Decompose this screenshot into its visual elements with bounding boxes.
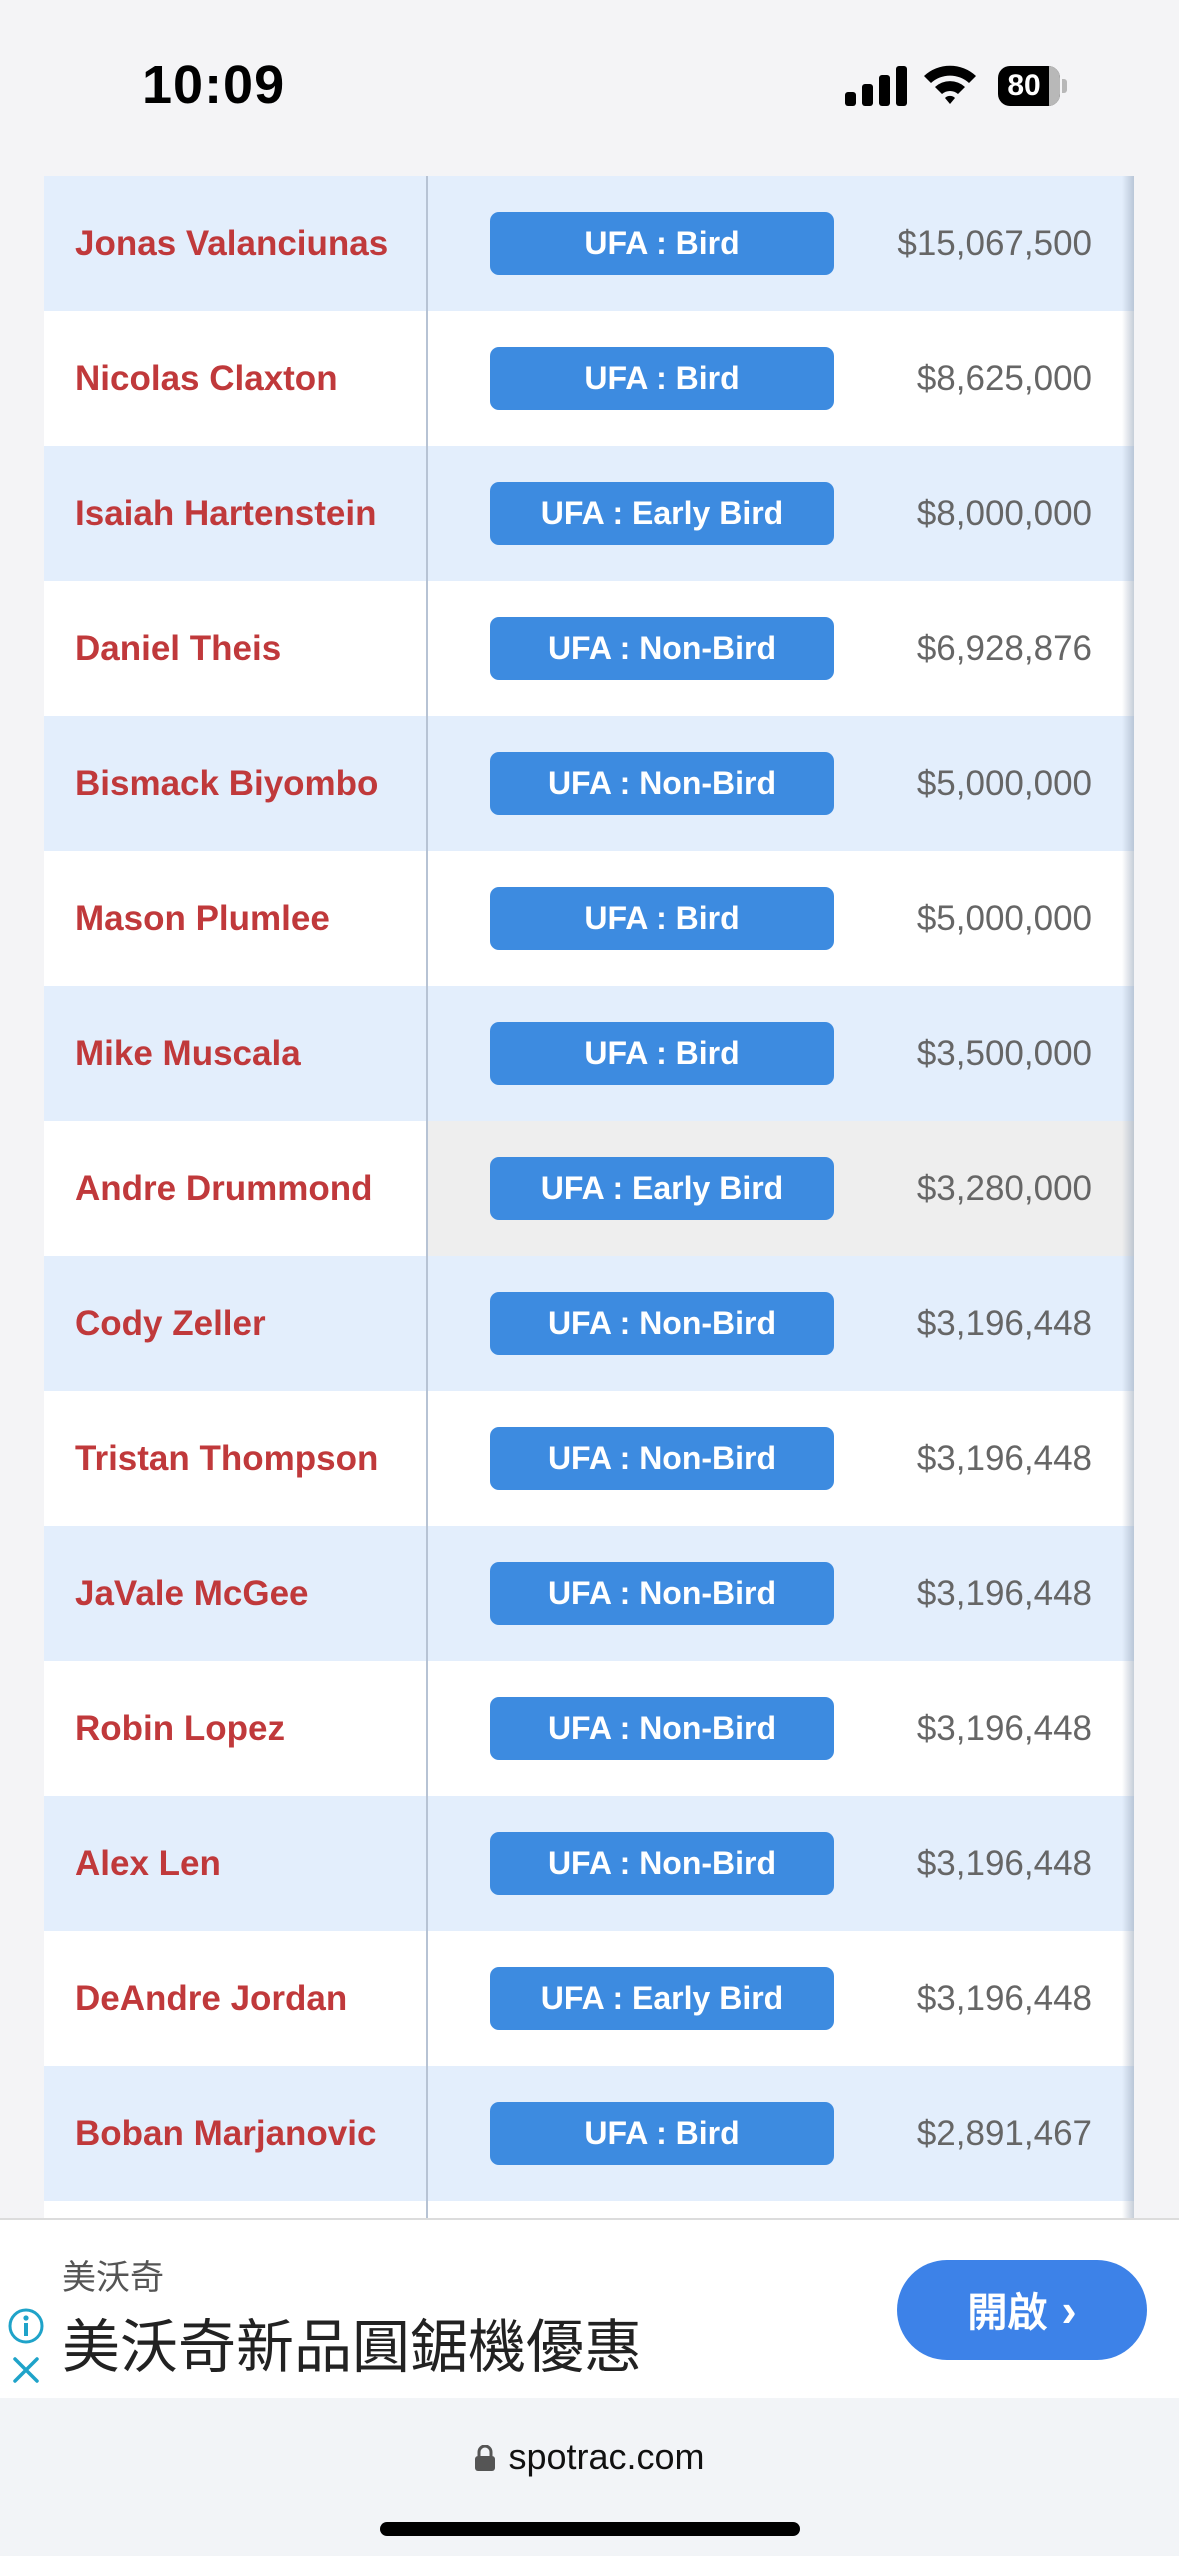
ad-close-icon[interactable] bbox=[6, 2350, 46, 2390]
player-name-link[interactable]: Mason Plumlee bbox=[75, 899, 330, 938]
ad-headline[interactable]: 美沃奇新品圓鋸機優惠 bbox=[62, 2315, 643, 2380]
url-text: spotrac.com bbox=[508, 2436, 705, 2477]
free-agent-status-badge: UFA : Non-Bird bbox=[490, 752, 834, 815]
player-name-link[interactable]: Mike Muscala bbox=[75, 1034, 301, 1073]
table-row[interactable]: Mason Plumlee UFA : Bird $5,000,000 bbox=[44, 851, 1134, 986]
table-row[interactable]: Andre Drummond UFA : Early Bird $3,280,000 bbox=[44, 1121, 1134, 1256]
ad-info-icon[interactable] bbox=[6, 2306, 46, 2346]
table-row[interactable]: Jonas Valanciunas UFA : Bird $15,067,500 bbox=[44, 176, 1134, 311]
table-row[interactable]: Bismack Biyombo UFA : Non-Bird $5,000,000 bbox=[44, 716, 1134, 851]
free-agent-status-badge: UFA : Non-Bird bbox=[490, 1697, 834, 1760]
home-indicator[interactable] bbox=[380, 2522, 800, 2536]
free-agent-status-badge: UFA : Non-Bird bbox=[490, 1832, 834, 1895]
salary-amount: $5,000,000 bbox=[916, 899, 1092, 938]
horizontal-scroll-shadow bbox=[1122, 176, 1134, 2226]
address-bar[interactable]: spotrac.com bbox=[0, 2436, 1179, 2478]
salary-amount: $3,280,000 bbox=[916, 1169, 1092, 1208]
table-row[interactable]: Daniel Theis UFA : Non-Bird $6,928,876 bbox=[44, 581, 1134, 716]
player-name-link[interactable]: Alex Len bbox=[75, 1844, 221, 1883]
player-name-link[interactable]: Boban Marjanovic bbox=[75, 2114, 377, 2153]
free-agent-status-badge: UFA : Non-Bird bbox=[490, 617, 834, 680]
player-name-link[interactable]: Tristan Thompson bbox=[75, 1439, 379, 1478]
battery-level: 80 bbox=[1007, 69, 1041, 102]
salary-amount: $2,891,467 bbox=[916, 2114, 1092, 2153]
free-agent-status-badge: UFA : Bird bbox=[490, 347, 834, 410]
player-name-link[interactable]: Robin Lopez bbox=[75, 1709, 285, 1748]
browser-bottom-bar: spotrac.com bbox=[0, 2398, 1179, 2556]
free-agent-status-badge: UFA : Bird bbox=[490, 1022, 834, 1085]
salary-amount: $3,196,448 bbox=[916, 1439, 1092, 1478]
salary-amount: $3,196,448 bbox=[916, 1574, 1092, 1613]
salary-amount: $8,625,000 bbox=[916, 359, 1092, 398]
player-name-link[interactable]: Jonas Valanciunas bbox=[75, 224, 389, 263]
table-row[interactable]: Boban Marjanovic UFA : Bird $2,891,467 bbox=[44, 2066, 1134, 2201]
player-name-link[interactable]: Isaiah Hartenstein bbox=[75, 494, 377, 533]
table-row[interactable]: JaVale McGee UFA : Non-Bird $3,196,448 bbox=[44, 1526, 1134, 1661]
clock: 10:09 bbox=[142, 55, 286, 115]
ad-open-button[interactable]: 開啟 › bbox=[897, 2260, 1147, 2360]
salary-amount: $3,196,448 bbox=[916, 1844, 1092, 1883]
salary-amount: $3,196,448 bbox=[916, 1709, 1092, 1748]
status-bar: 10:09 80 bbox=[0, 0, 1179, 176]
column-divider bbox=[426, 176, 428, 2226]
salary-amount: $6,928,876 bbox=[916, 629, 1092, 668]
free-agent-status-badge: UFA : Bird bbox=[490, 212, 834, 275]
battery-icon: 80 bbox=[998, 66, 1068, 106]
salary-amount: $3,500,000 bbox=[916, 1034, 1092, 1073]
table-row[interactable]: Tristan Thompson UFA : Non-Bird $3,196,448 bbox=[44, 1391, 1134, 1526]
player-name-link[interactable]: Cody Zeller bbox=[75, 1304, 266, 1343]
table-row[interactable]: Cody Zeller UFA : Non-Bird $3,196,448 bbox=[44, 1256, 1134, 1391]
free-agent-status-badge: UFA : Early Bird bbox=[490, 1157, 834, 1220]
salary-amount: $3,196,448 bbox=[916, 1304, 1092, 1343]
salary-amount: $5,000,000 bbox=[916, 764, 1092, 803]
table-row[interactable]: Alex Len UFA : Non-Bird $3,196,448 bbox=[44, 1796, 1134, 1931]
salary-amount: $8,000,000 bbox=[916, 494, 1092, 533]
salary-amount: $3,196,448 bbox=[916, 1979, 1092, 2018]
free-agents-table[interactable]: Jonas Valanciunas UFA : Bird $15,067,500 Ni… bbox=[44, 176, 1134, 2226]
free-agent-status-badge: UFA : Bird bbox=[490, 887, 834, 950]
free-agent-status-badge: UFA : Non-Bird bbox=[490, 1427, 834, 1490]
player-name-link[interactable]: Bismack Biyombo bbox=[75, 764, 379, 803]
chevron-right-icon: › bbox=[1061, 2284, 1077, 2336]
wifi-icon bbox=[924, 65, 976, 104]
table-row[interactable]: Mike Muscala UFA : Bird $3,500,000 bbox=[44, 986, 1134, 1121]
ad-banner[interactable]: 美沃奇 美沃奇新品圓鋸機優惠 開啟 › bbox=[0, 2218, 1179, 2398]
table-row[interactable]: Robin Lopez UFA : Non-Bird $3,196,448 bbox=[44, 1661, 1134, 1796]
free-agent-status-badge: UFA : Early Bird bbox=[490, 482, 834, 545]
free-agent-status-badge: UFA : Bird bbox=[490, 2102, 834, 2165]
salary-amount: $15,067,500 bbox=[897, 224, 1092, 263]
table-row[interactable]: Isaiah Hartenstein UFA : Early Bird $8,000… bbox=[44, 446, 1134, 581]
player-name-link[interactable]: DeAndre Jordan bbox=[75, 1979, 348, 2018]
free-agent-status-badge: UFA : Non-Bird bbox=[490, 1292, 834, 1355]
table-row[interactable]: DeAndre Jordan UFA : Early Bird $3,196,448 bbox=[44, 1931, 1134, 2066]
ad-open-label: 開啟 bbox=[967, 2291, 1048, 2335]
player-name-link[interactable]: Daniel Theis bbox=[75, 629, 282, 668]
player-name-link[interactable]: JaVale McGee bbox=[75, 1574, 309, 1613]
player-name-link[interactable]: Andre Drummond bbox=[75, 1169, 373, 1208]
cellular-signal-icon bbox=[845, 66, 909, 106]
lock-icon bbox=[475, 2445, 496, 2471]
ad-brand: 美沃奇 bbox=[62, 2259, 164, 2297]
free-agent-status-badge: UFA : Non-Bird bbox=[490, 1562, 834, 1625]
free-agent-status-badge: UFA : Early Bird bbox=[490, 1967, 834, 2030]
player-name-link[interactable]: Nicolas Claxton bbox=[75, 359, 338, 398]
table-row[interactable]: Nicolas Claxton UFA : Bird $8,625,000 bbox=[44, 311, 1134, 446]
